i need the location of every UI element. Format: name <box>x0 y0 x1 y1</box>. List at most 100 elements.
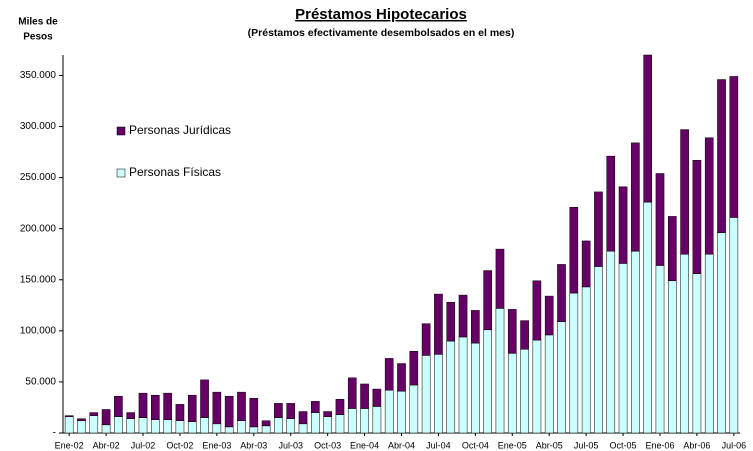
bar-segment <box>311 412 320 434</box>
bar-segment <box>704 253 714 434</box>
bar-segment <box>347 408 357 434</box>
bar-segment <box>323 416 332 434</box>
bar-segment <box>77 420 86 434</box>
x-tick-label: Oct-05 <box>610 440 637 450</box>
x-tick-label: Abr-06 <box>683 440 710 450</box>
bar-segment <box>347 377 357 409</box>
bar-segment <box>187 394 197 423</box>
bar-segment <box>495 308 505 434</box>
bar-segment <box>581 286 591 434</box>
bar-segment <box>397 390 406 434</box>
bar-segment <box>471 310 480 344</box>
bar-segment <box>200 379 209 418</box>
bar-segment <box>606 250 616 434</box>
bar-segment <box>618 263 628 434</box>
bar-segment <box>286 418 296 434</box>
bar-segment <box>224 426 234 434</box>
bar-segment <box>372 406 382 434</box>
bar-segment <box>360 408 369 434</box>
legend-label: Personas Jurídicas <box>129 123 231 137</box>
bar-segment <box>126 412 136 419</box>
bar-segment <box>249 426 259 434</box>
bar-segment <box>520 320 529 350</box>
x-tick-label: Ene-02 <box>55 440 84 450</box>
x-tick-label: Jul-02 <box>131 440 156 450</box>
bar-segment <box>680 129 689 255</box>
bar-segment <box>680 253 689 434</box>
bar-segment <box>446 301 456 342</box>
bar-segment <box>717 232 726 434</box>
bar-segment <box>249 398 259 428</box>
bar-segment <box>631 142 640 252</box>
y-tick-label: 200.000 <box>20 223 57 234</box>
x-tick-label: Abr-05 <box>536 440 563 450</box>
bar-segment <box>151 394 160 420</box>
bar-segment <box>187 421 197 434</box>
bar-segment <box>335 414 345 434</box>
bar-segment <box>594 266 603 434</box>
x-tick-label: Ene-05 <box>498 440 527 450</box>
bar-segment <box>631 250 640 434</box>
bar-segment <box>729 76 739 218</box>
y-tick-label: 150.000 <box>20 274 57 285</box>
bar-segment <box>101 424 111 434</box>
bar-segment <box>323 411 332 417</box>
bar-segment <box>298 411 308 425</box>
bar-segment <box>89 415 99 434</box>
bar-segment <box>114 416 123 434</box>
bar-segment <box>89 412 99 416</box>
bar-segment <box>495 248 505 309</box>
x-tick-label: Jul-04 <box>426 440 451 450</box>
bar-segment <box>532 339 542 434</box>
chart-subtitle: (Préstamos efectivamente desembolsados e… <box>248 27 515 39</box>
bar-segment <box>114 395 123 417</box>
bar-segment <box>507 353 517 434</box>
bar-segment <box>483 270 492 331</box>
x-tick-label: Ene-06 <box>645 440 674 450</box>
bar-segment <box>175 404 185 421</box>
legend-swatch <box>116 126 126 136</box>
bar-segment <box>569 206 579 294</box>
bar-segment <box>446 340 456 434</box>
bar-segment <box>237 391 246 421</box>
bar-segment <box>286 403 296 419</box>
y-tick-label: 300.000 <box>20 121 57 132</box>
bar-segment <box>163 392 172 420</box>
bar-segment <box>557 264 566 322</box>
bar-segment <box>569 292 579 434</box>
chart-title: Préstamos Hipotecarios <box>295 6 467 23</box>
bar-segment <box>372 388 382 407</box>
x-tick-label: Abr-04 <box>388 440 415 450</box>
bar-segment <box>224 395 234 428</box>
bar-segment <box>544 334 554 434</box>
bar-segment <box>274 403 283 418</box>
bar-segment <box>151 419 160 434</box>
bar-segment <box>409 351 419 386</box>
bar-segment <box>471 342 480 434</box>
bar-segment <box>618 186 628 264</box>
bar-segment <box>163 419 172 434</box>
x-tick-label: Jul-06 <box>722 440 747 450</box>
bar-segment <box>101 409 111 426</box>
bar-segment <box>384 389 394 434</box>
y-tick-label: 250.000 <box>20 172 57 183</box>
x-tick-label: Jul-05 <box>574 440 599 450</box>
y-axis-label: Miles de <box>18 17 58 28</box>
bar-segment <box>483 329 492 434</box>
bar-segment <box>643 201 652 434</box>
x-tick-label: Ene-04 <box>350 440 379 450</box>
bar-segment <box>544 295 554 336</box>
bar-segment <box>434 293 443 355</box>
x-tick-label: Abr-03 <box>240 440 267 450</box>
legend-swatch <box>116 168 126 178</box>
bar-segment <box>200 417 209 434</box>
bar-segment <box>729 217 739 434</box>
bar-segment <box>421 323 431 356</box>
bar-segment <box>655 265 665 434</box>
y-tick-label: 100.000 <box>20 325 57 336</box>
y-tick-label: 50.000 <box>25 377 56 388</box>
bar-segment <box>434 354 443 434</box>
bar-segment <box>360 383 369 409</box>
bar-segment <box>507 309 517 354</box>
